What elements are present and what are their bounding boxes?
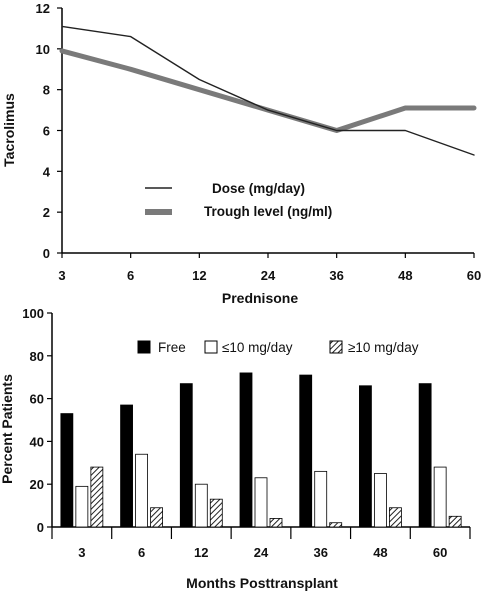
legend-free-swatch xyxy=(137,340,151,354)
prednisone-bar-chart: Prednisone Percent Patients Months Postt… xyxy=(0,290,471,591)
top-y-tick-label: 8 xyxy=(43,83,50,98)
bottom-y-tick-label: 100 xyxy=(22,306,44,321)
legend-ge10-swatch xyxy=(329,340,343,354)
bottom-chart-title: Prednisone xyxy=(222,290,298,306)
top-y-tick-label: 0 xyxy=(43,246,50,261)
bottom-x-tick-label: 60 xyxy=(433,545,447,560)
legend-trough-label: Trough level (ng/ml) xyxy=(204,204,332,219)
bottom-x-tick-label: 36 xyxy=(313,545,327,560)
bottom-x-tick-label: 3 xyxy=(78,545,85,560)
top-series-lines xyxy=(59,25,477,156)
top-y-axis-title: Tacrolimus xyxy=(1,93,17,167)
top-x-tick-label: 36 xyxy=(329,268,343,283)
top-x-tick-label: 24 xyxy=(261,268,276,283)
legend-le10-swatch xyxy=(204,340,218,354)
top-y-tick-label: 4 xyxy=(43,164,51,179)
free-bar xyxy=(60,413,74,528)
ge10-bar xyxy=(150,507,163,528)
free-bar xyxy=(359,385,372,528)
bottom-x-tick-label: 12 xyxy=(194,545,208,560)
bottom-bars xyxy=(60,372,462,528)
ge10-bar xyxy=(448,515,462,528)
bottom-y-tick-label: 0 xyxy=(37,520,44,535)
bottom-x-tick-label: 48 xyxy=(373,545,387,560)
legend-le10-label: ≤10 mg/day xyxy=(222,340,293,355)
ge10-bar xyxy=(209,498,223,528)
bottom-x-tick-label: 6 xyxy=(138,545,145,560)
free-bar xyxy=(418,383,432,528)
top-x-tick-label: 3 xyxy=(58,268,65,283)
bottom-y-tick-label: 60 xyxy=(30,392,44,407)
legend-free-label: Free xyxy=(158,340,186,355)
top-x-tick-label: 12 xyxy=(192,268,206,283)
top-y-tick-label: 6 xyxy=(43,124,50,139)
free-bar xyxy=(120,404,133,528)
top-x-tick-label: 60 xyxy=(467,268,481,283)
dose-line xyxy=(61,25,475,156)
le10-bar xyxy=(75,485,89,528)
bottom-y-tick-label: 40 xyxy=(30,434,44,449)
free-bar xyxy=(299,374,313,528)
bottom-legend: Free ≤10 mg/day ≥10 mg/day xyxy=(137,340,419,355)
ge10-bar xyxy=(269,518,283,528)
bottom-y-axis-title: Percent Patients xyxy=(0,374,15,484)
free-bar xyxy=(239,372,253,528)
le10-bar xyxy=(314,470,328,528)
top-legend: Dose (mg/day) Trough level (ng/ml) xyxy=(145,181,332,219)
bottom-y-tick-label: 20 xyxy=(30,477,44,492)
legend-ge10-label: ≥10 mg/day xyxy=(348,340,419,355)
top-y-tick-label: 12 xyxy=(36,1,50,16)
le10-bar xyxy=(135,453,148,528)
le10-bar xyxy=(194,483,208,528)
legend-dose-label: Dose (mg/day) xyxy=(212,181,305,196)
ge10-bar xyxy=(329,522,343,528)
le10-bar xyxy=(254,477,268,528)
bottom-y-tick-label: 80 xyxy=(30,349,44,364)
le10-bar xyxy=(374,473,387,528)
top-y-tick-label: 2 xyxy=(43,205,50,220)
top-x-tick-label: 6 xyxy=(127,268,134,283)
top-x-tick-label: 48 xyxy=(398,268,412,283)
ge10-bar xyxy=(90,466,104,528)
bottom-x-tick-label: 24 xyxy=(254,545,269,560)
ge10-bar xyxy=(389,507,402,528)
top-y-tick-label: 10 xyxy=(36,42,50,57)
trough-level-line xyxy=(59,48,477,133)
free-bar xyxy=(179,383,193,528)
le10-bar xyxy=(433,466,447,528)
bottom-x-axis-title: Months Posttransplant xyxy=(186,575,338,591)
